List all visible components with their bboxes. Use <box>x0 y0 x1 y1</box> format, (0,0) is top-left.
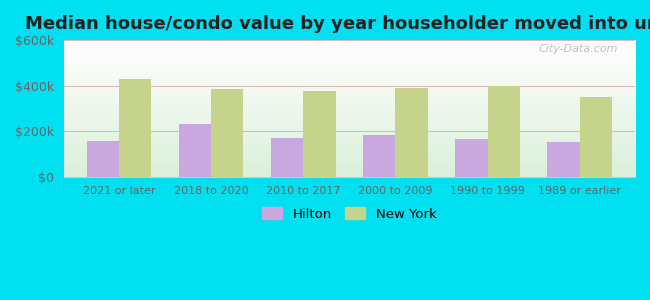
Legend: Hilton, New York: Hilton, New York <box>256 201 443 227</box>
Bar <box>211 89 244 177</box>
Bar <box>395 88 428 177</box>
Bar <box>304 91 335 177</box>
Bar <box>87 141 119 177</box>
Bar <box>547 142 580 177</box>
Title: Median house/condo value by year householder moved into unit: Median house/condo value by year househo… <box>25 15 650 33</box>
Bar <box>456 139 488 177</box>
Bar <box>488 86 520 177</box>
Text: City-Data.com: City-Data.com <box>538 44 618 54</box>
Bar <box>271 138 304 177</box>
Bar <box>179 124 211 177</box>
Bar <box>580 97 612 177</box>
Bar <box>363 135 395 177</box>
Bar <box>119 79 151 177</box>
